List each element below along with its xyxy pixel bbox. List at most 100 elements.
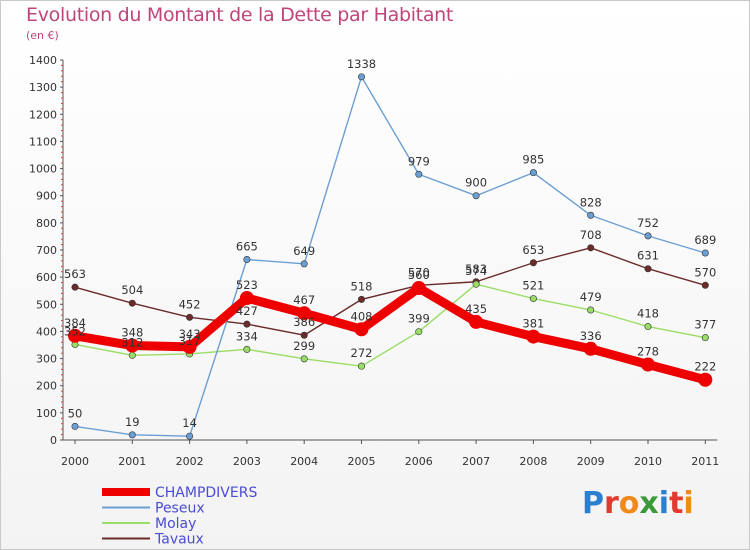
tavaux-point <box>529 259 537 267</box>
tavaux-data-label: 583 <box>465 262 487 276</box>
peseux-point <box>701 249 709 257</box>
tavaux-point <box>357 295 365 303</box>
peseux-point <box>300 260 308 268</box>
molay-point <box>128 351 136 359</box>
tavaux-point <box>587 244 595 252</box>
logo-letter: P <box>582 486 604 521</box>
champdivers-data-label: 384 <box>64 316 86 330</box>
y-tick-label: 900 <box>36 190 57 203</box>
molay-data-label: 272 <box>351 346 373 360</box>
molay-data-label: 521 <box>522 279 544 293</box>
y-tick-label: 100 <box>36 407 57 420</box>
peseux-point <box>415 170 423 178</box>
peseux-point <box>644 232 652 240</box>
y-tick-label: 1000 <box>29 163 57 176</box>
tavaux-data-label: 518 <box>351 279 373 293</box>
y-tick-label: 1400 <box>29 54 57 67</box>
peseux-data-label: 649 <box>293 244 315 258</box>
champdivers-data-label: 435 <box>465 302 487 316</box>
champdivers-point <box>526 329 541 344</box>
molay-data-label: 334 <box>236 329 258 343</box>
molay-point <box>587 306 595 314</box>
peseux-point <box>243 255 251 263</box>
champdivers-point <box>68 328 82 343</box>
champdivers-point <box>583 341 598 356</box>
tavaux-data-label: 504 <box>121 283 143 297</box>
x-tick-label: 2002 <box>176 455 204 468</box>
molay-data-label: 299 <box>293 339 315 353</box>
champdivers-data-label: 278 <box>637 345 659 359</box>
logo-letter: r <box>604 486 619 521</box>
champdivers-data-label: 523 <box>236 278 258 292</box>
logo-letter: i <box>658 486 670 521</box>
x-tick-label: 2006 <box>405 455 433 468</box>
legend-label: Peseux <box>155 501 205 517</box>
peseux-point <box>529 169 537 177</box>
tavaux-data-label: 570 <box>694 265 716 279</box>
champdivers-data-label: 408 <box>351 309 373 323</box>
champdivers-point <box>411 281 426 295</box>
molay-point <box>472 280 480 288</box>
logo-letter: o <box>618 486 640 521</box>
peseux-line <box>74 76 706 437</box>
molay-data-label: 574 <box>465 264 487 278</box>
tavaux-data-label: 563 <box>64 267 86 281</box>
legend-label: Molay <box>155 516 196 532</box>
molay-point <box>644 323 652 331</box>
tavaux-point <box>243 320 251 328</box>
tavaux-point <box>128 299 136 307</box>
peseux-data-label: 828 <box>580 195 602 209</box>
y-tick-label: 1200 <box>29 108 57 121</box>
tavaux-data-label: 452 <box>179 297 201 311</box>
logo-letter: t <box>669 486 684 521</box>
y-tick-label: 1300 <box>29 81 57 94</box>
tavaux-data-label: 427 <box>236 304 258 318</box>
tavaux-data-label: 631 <box>637 249 659 263</box>
peseux-data-label: 979 <box>408 154 430 168</box>
peseux-data-label: 985 <box>522 153 544 167</box>
y-tick-label: 400 <box>36 325 57 338</box>
champdivers-point <box>698 372 713 387</box>
y-tick-label: 700 <box>36 244 57 257</box>
peseux-data-label: 50 <box>68 406 83 420</box>
tavaux-data-label: 708 <box>580 228 602 242</box>
tavaux-data-label: 653 <box>522 243 544 257</box>
tavaux-point <box>186 313 194 321</box>
molay-data-label: 399 <box>408 312 430 326</box>
peseux-data-label: 665 <box>236 240 258 254</box>
peseux-data-label: 752 <box>637 216 659 230</box>
molay-data-label: 418 <box>637 307 659 321</box>
molay-line <box>74 283 706 367</box>
peseux-point <box>71 422 79 430</box>
champdivers-point <box>297 306 312 321</box>
molay-point <box>701 334 709 342</box>
peseux-data-label: 14 <box>182 416 197 430</box>
y-tick-label: 600 <box>36 271 57 284</box>
x-tick-label: 2008 <box>519 455 547 468</box>
molay-data-label: 352 <box>64 324 86 338</box>
champdivers-point <box>182 339 197 354</box>
molay-point <box>300 355 308 363</box>
tavaux-data-label: 570 <box>408 265 430 279</box>
tavaux-point <box>300 331 308 339</box>
molay-point <box>243 345 251 353</box>
x-tick-label: 2011 <box>691 455 719 468</box>
y-tick-label: 0 <box>50 434 57 447</box>
molay-data-label: 479 <box>580 290 602 304</box>
champdivers-point <box>641 357 655 372</box>
y-tick-label: 200 <box>36 380 57 393</box>
molay-point <box>529 295 537 303</box>
logo-letter: i <box>683 486 694 521</box>
x-tick-label: 2004 <box>290 455 318 468</box>
tavaux-data-label: 386 <box>293 315 315 329</box>
x-tick-label: 2009 <box>577 455 605 468</box>
y-tick-label: 800 <box>36 217 57 230</box>
champdivers-point <box>125 338 140 353</box>
champdivers-point <box>469 314 484 329</box>
x-tick-label: 2007 <box>462 455 490 468</box>
champdivers-point <box>239 291 254 306</box>
molay-data-label: 312 <box>121 335 143 349</box>
champdivers-point <box>354 322 369 337</box>
